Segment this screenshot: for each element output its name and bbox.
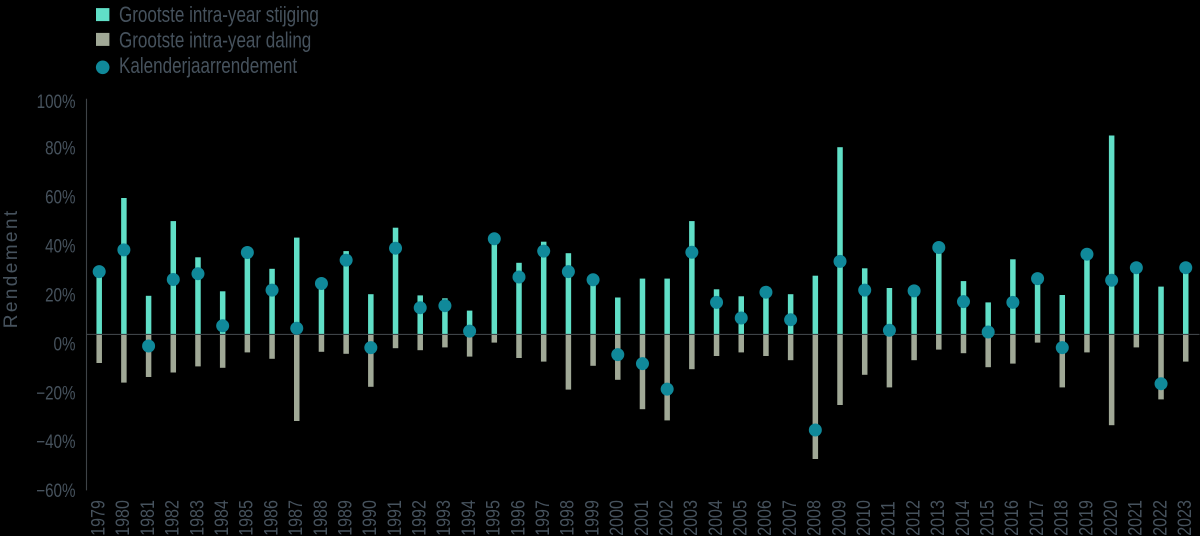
svg-text:2001: 2001: [630, 500, 652, 536]
svg-text:2014: 2014: [952, 500, 974, 536]
svg-text:80%: 80%: [45, 137, 75, 159]
svg-text:1987: 1987: [285, 500, 307, 536]
svg-text:2019: 2019: [1075, 500, 1097, 536]
svg-text:1982: 1982: [161, 500, 183, 536]
svg-text:1989: 1989: [334, 500, 356, 536]
svg-text:1995: 1995: [482, 500, 504, 536]
svg-text:2013: 2013: [927, 500, 949, 536]
svg-text:0%: 0%: [54, 333, 76, 355]
svg-text:2004: 2004: [705, 500, 727, 536]
svg-text:1983: 1983: [186, 500, 208, 536]
svg-text:1993: 1993: [433, 500, 455, 536]
svg-text:2023: 2023: [1174, 500, 1196, 536]
svg-text:Rendement: Rendement: [1, 208, 22, 328]
svg-text:1996: 1996: [507, 500, 529, 536]
svg-text:Grootste intra-year stijging: Grootste intra-year stijging: [119, 3, 319, 28]
svg-text:2015: 2015: [976, 500, 998, 536]
svg-text:1997: 1997: [532, 500, 554, 536]
svg-text:40%: 40%: [45, 235, 75, 257]
svg-text:2005: 2005: [729, 500, 751, 536]
svg-text:20%: 20%: [45, 284, 75, 306]
svg-text:2006: 2006: [754, 500, 776, 536]
svg-text:2020: 2020: [1100, 500, 1122, 536]
svg-text:2003: 2003: [680, 500, 702, 536]
svg-text:1986: 1986: [260, 500, 282, 536]
svg-text:2012: 2012: [902, 500, 924, 536]
svg-text:1984: 1984: [211, 500, 233, 536]
svg-text:1979: 1979: [87, 500, 109, 536]
svg-text:2016: 2016: [1001, 500, 1023, 536]
svg-text:2010: 2010: [853, 500, 875, 536]
svg-text:2000: 2000: [606, 500, 628, 536]
svg-text:−40%: −40%: [36, 431, 75, 453]
svg-text:60%: 60%: [45, 186, 75, 208]
svg-text:1981: 1981: [137, 500, 159, 536]
svg-text:2008: 2008: [803, 500, 825, 536]
svg-text:2011: 2011: [877, 501, 899, 536]
svg-text:Grootste intra-year daling: Grootste intra-year daling: [119, 29, 311, 54]
svg-text:1999: 1999: [581, 500, 603, 536]
svg-text:1998: 1998: [556, 500, 578, 536]
svg-text:1990: 1990: [359, 500, 381, 536]
svg-text:1994: 1994: [458, 500, 480, 536]
svg-text:2021: 2021: [1124, 500, 1146, 536]
svg-text:2017: 2017: [1026, 500, 1048, 536]
svg-text:1991: 1991: [384, 500, 406, 536]
svg-text:−20%: −20%: [36, 382, 75, 404]
svg-text:2002: 2002: [655, 500, 677, 536]
svg-text:2022: 2022: [1149, 500, 1171, 536]
svg-text:2018: 2018: [1050, 500, 1072, 536]
svg-text:2007: 2007: [779, 500, 801, 536]
svg-text:−60%: −60%: [36, 480, 75, 502]
svg-text:100%: 100%: [37, 90, 76, 112]
svg-text:1985: 1985: [235, 500, 257, 536]
svg-text:1980: 1980: [112, 500, 134, 536]
svg-text:2009: 2009: [828, 500, 850, 536]
svg-text:1992: 1992: [408, 500, 430, 536]
svg-text:1988: 1988: [309, 500, 331, 536]
svg-text:Kalenderjaarrendement: Kalenderjaarrendement: [119, 54, 298, 79]
